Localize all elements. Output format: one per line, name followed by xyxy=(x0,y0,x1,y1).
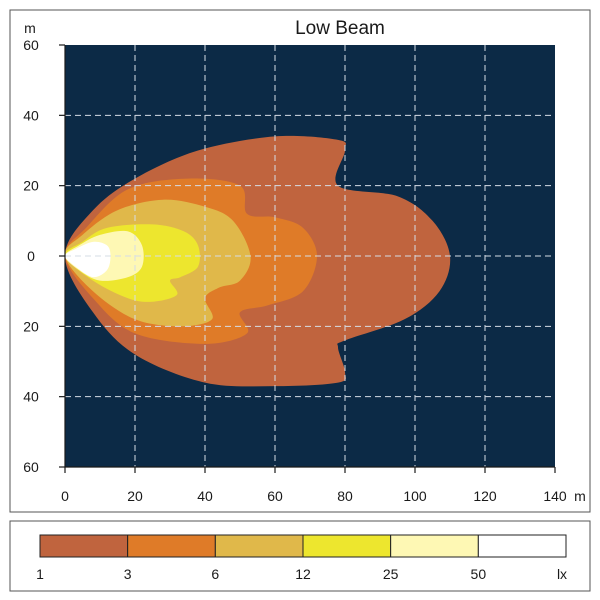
x-tick-label: 20 xyxy=(127,488,143,504)
y-tick-label: 0 xyxy=(27,248,35,264)
grid-lines xyxy=(65,45,555,467)
axes: 0 20 40 60 80 100 120 140 60 40 20 0 20 40 60 xyxy=(23,37,567,504)
isolux-region-50-lx xyxy=(65,241,111,278)
y-tick-label: 40 xyxy=(23,107,39,123)
y-axis-unit: m xyxy=(24,20,36,36)
legend-label: 1 xyxy=(36,566,44,582)
legend-label: 6 xyxy=(211,566,219,582)
y-tick-label: 20 xyxy=(23,178,39,194)
y-tick-label: 60 xyxy=(23,459,39,475)
legend-swatch-50-lx xyxy=(477,534,567,558)
legend-label: 25 xyxy=(383,566,399,582)
x-tick-label: 40 xyxy=(197,488,213,504)
x-axis-unit: m xyxy=(574,488,586,504)
legend-label: 3 xyxy=(124,566,132,582)
legend-swatch-3-lx xyxy=(127,534,216,558)
isolux-regions xyxy=(64,135,451,387)
legend-label: 12 xyxy=(295,566,311,582)
x-tick-label: 140 xyxy=(543,488,567,504)
x-tick-label: 100 xyxy=(403,488,427,504)
y-tick-label: 20 xyxy=(23,318,39,334)
chart-title: Low Beam xyxy=(295,18,385,39)
legend-label: 50 xyxy=(471,566,487,582)
legend: 1 3 6 12 25 50 lx xyxy=(36,534,567,582)
x-tick-label: 60 xyxy=(267,488,283,504)
y-tick-label: 40 xyxy=(23,389,39,405)
x-tick-label: 0 xyxy=(61,488,69,504)
x-tick-label: 80 xyxy=(337,488,353,504)
legend-swatch-1-lx xyxy=(39,534,129,558)
x-tick-label: 120 xyxy=(473,488,497,504)
legend-unit-label: lx xyxy=(557,566,567,582)
legend-swatch-25-lx xyxy=(390,534,479,558)
legend-swatch-12-lx xyxy=(302,534,392,558)
y-tick-label: 60 xyxy=(23,37,39,53)
legend-swatch-6-lx xyxy=(214,534,304,558)
